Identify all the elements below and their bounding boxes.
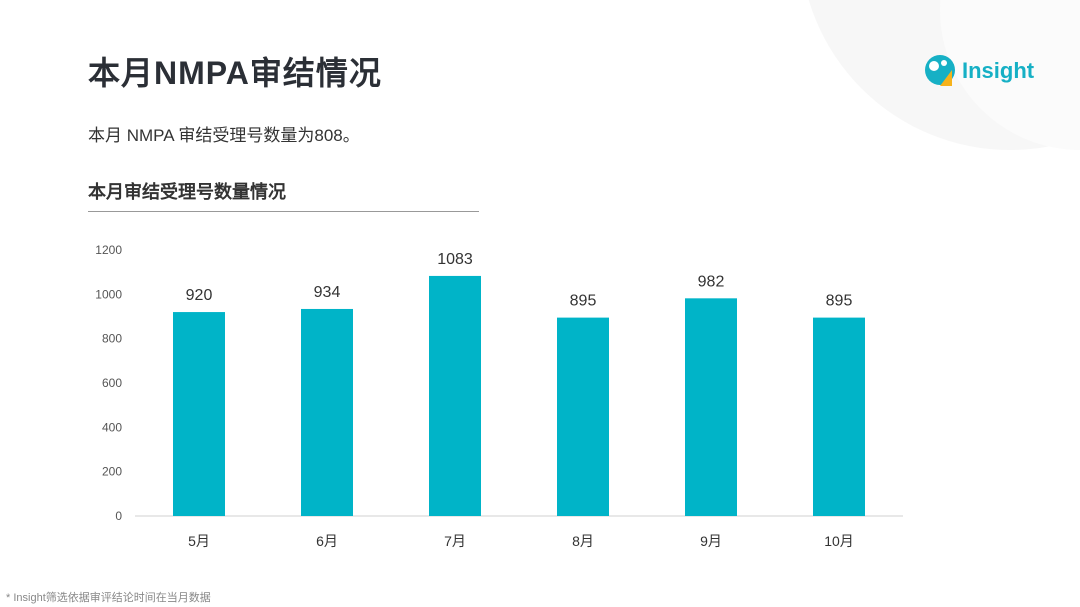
y-tick-label: 200: [102, 465, 122, 479]
x-tick-label: 6月: [316, 533, 338, 549]
logo-icon: [925, 55, 955, 86]
value-label: 895: [826, 293, 853, 310]
summary-text: 本月 NMPA 审结受理号数量为808。: [88, 126, 360, 145]
value-label: 1083: [437, 251, 473, 268]
bar: [429, 275, 481, 516]
x-tick-label: 10月: [824, 533, 854, 549]
x-tick-label: 9月: [700, 533, 722, 549]
value-label: 920: [186, 287, 213, 304]
footnote: * Insight筛选依据审评结论时间在当月数据: [6, 592, 211, 604]
bar: [301, 308, 353, 516]
bar: [813, 317, 865, 516]
y-tick-label: 1200: [95, 243, 122, 257]
y-tick-label: 800: [102, 332, 122, 346]
x-tick-label: 8月: [572, 533, 594, 549]
y-tick-label: 1000: [95, 287, 122, 301]
bar: [173, 312, 225, 516]
logo-text: Insight: [962, 58, 1035, 83]
bar: [685, 298, 737, 516]
value-label: 934: [314, 284, 341, 301]
chart-title: 本月审结受理号数量情况: [88, 182, 286, 202]
y-tick-label: 0: [115, 509, 122, 523]
value-label: 895: [570, 293, 597, 310]
page-title: 本月NMPA审结情况: [88, 55, 382, 91]
bar: [557, 317, 609, 516]
x-tick-label: 7月: [444, 533, 466, 549]
x-tick-label: 5月: [188, 533, 210, 549]
heading-rule: [88, 211, 479, 212]
value-label: 982: [698, 273, 725, 290]
y-tick-label: 600: [102, 376, 122, 390]
y-tick-label: 400: [102, 420, 122, 434]
